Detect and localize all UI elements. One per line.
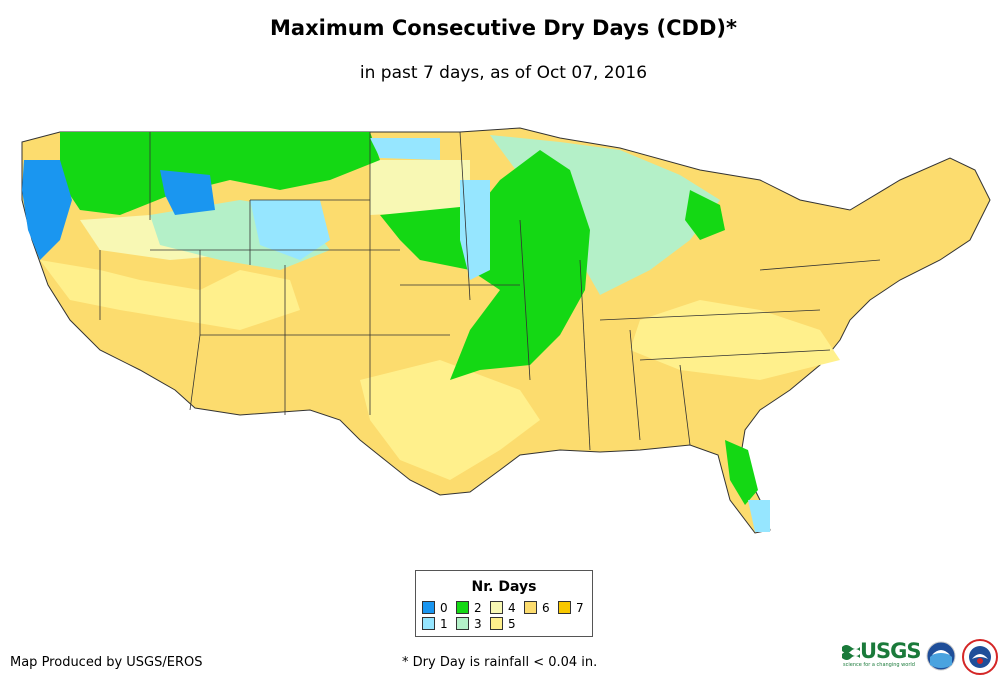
legend-item-6: 6 <box>524 601 550 615</box>
map-zone-1-wyoming <box>250 200 330 260</box>
legend-label-3: 3 <box>474 617 482 631</box>
legend-label-7: 7 <box>576 601 584 615</box>
noaa-logo-icon <box>926 641 956 671</box>
legend-swatch-0 <box>422 601 435 614</box>
legend-swatch-7 <box>558 601 571 614</box>
legend-label-2: 2 <box>474 601 482 615</box>
legend-label-4: 4 <box>508 601 516 615</box>
legend-item-7: 7 <box>558 601 584 615</box>
map-zone-1-florida <box>748 500 770 532</box>
legend-swatch-5 <box>490 617 503 630</box>
state-boundaries <box>99 131 881 451</box>
legend-item-1: 1 <box>422 617 448 631</box>
map-zone-2-michigan <box>685 190 725 240</box>
legend-swatch-1 <box>422 617 435 630</box>
legend: Nr. Days 0 1 2 3 4 5 6 7 <box>415 570 593 637</box>
map-zone-1-dakota <box>370 138 440 160</box>
usgs-wave-icon <box>842 645 860 660</box>
usgs-tagline: science for a changing world <box>843 662 915 668</box>
map-zone-0-idaho <box>160 170 215 215</box>
legend-label-1: 1 <box>440 617 448 631</box>
legend-label-6: 6 <box>542 601 550 615</box>
legend-label-5: 5 <box>508 617 516 631</box>
nws-logo-icon <box>962 639 998 675</box>
usgs-logo: USGS science for a changing world <box>842 639 922 670</box>
dry-day-footnote: * Dry Day is rainfall < 0.04 in. <box>402 655 598 670</box>
usgs-text: USGS <box>860 639 922 663</box>
map-subtitle: in past 7 days, as of Oct 07, 2016 <box>359 63 648 83</box>
legend-swatch-6 <box>524 601 537 614</box>
legend-swatch-2 <box>456 601 469 614</box>
legend-item-5: 5 <box>490 617 516 631</box>
map-zone-2-florida <box>725 440 758 505</box>
map-zone-5-east <box>630 300 840 380</box>
map-zone-5-texas <box>360 360 540 480</box>
map-zone-0-oregon <box>22 160 72 260</box>
legend-item-0: 0 <box>422 601 448 615</box>
us-dry-days-map <box>21 127 991 534</box>
map-title: Maximum Consecutive Dry Days (CDD)* <box>270 16 737 40</box>
legend-swatch-4 <box>490 601 503 614</box>
legend-swatch-3 <box>456 617 469 630</box>
legend-title: Nr. Days <box>471 579 537 595</box>
legend-item-2: 2 <box>456 601 482 615</box>
legend-label-0: 0 <box>440 601 448 615</box>
map-zone-4-plains <box>370 160 470 215</box>
map-credit: Map Produced by USGS/EROS <box>10 655 203 670</box>
legend-item-3: 3 <box>456 617 482 631</box>
map-zone-5-west <box>40 260 300 330</box>
legend-item-4: 4 <box>490 601 516 615</box>
map-zone-2-north <box>60 132 380 215</box>
